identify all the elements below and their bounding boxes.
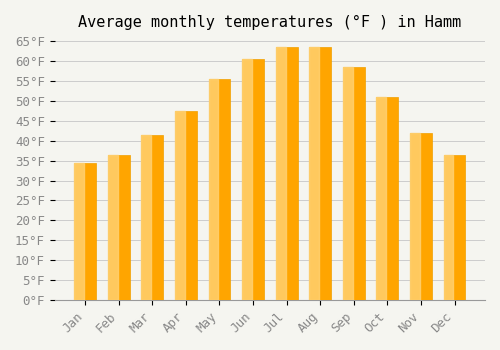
Bar [108, 155, 130, 300]
Bar [175, 111, 197, 300]
Bar [444, 155, 454, 300]
Bar [175, 111, 185, 300]
Bar [410, 133, 432, 300]
Bar [276, 47, 297, 300]
Bar [444, 155, 466, 300]
Bar [376, 97, 398, 300]
Bar [74, 162, 96, 300]
Bar [343, 67, 364, 300]
Bar [310, 47, 319, 300]
Bar [242, 59, 252, 300]
Bar [74, 162, 84, 300]
Bar [343, 67, 352, 300]
Bar [142, 135, 164, 300]
Bar [108, 155, 118, 300]
Bar [208, 79, 231, 300]
Bar [142, 135, 152, 300]
Title: Average monthly temperatures (°F ) in Hamm: Average monthly temperatures (°F ) in Ha… [78, 15, 462, 30]
Bar [376, 97, 386, 300]
Bar [310, 47, 331, 300]
Bar [410, 133, 420, 300]
Bar [208, 79, 218, 300]
Bar [242, 59, 264, 300]
Bar [276, 47, 285, 300]
